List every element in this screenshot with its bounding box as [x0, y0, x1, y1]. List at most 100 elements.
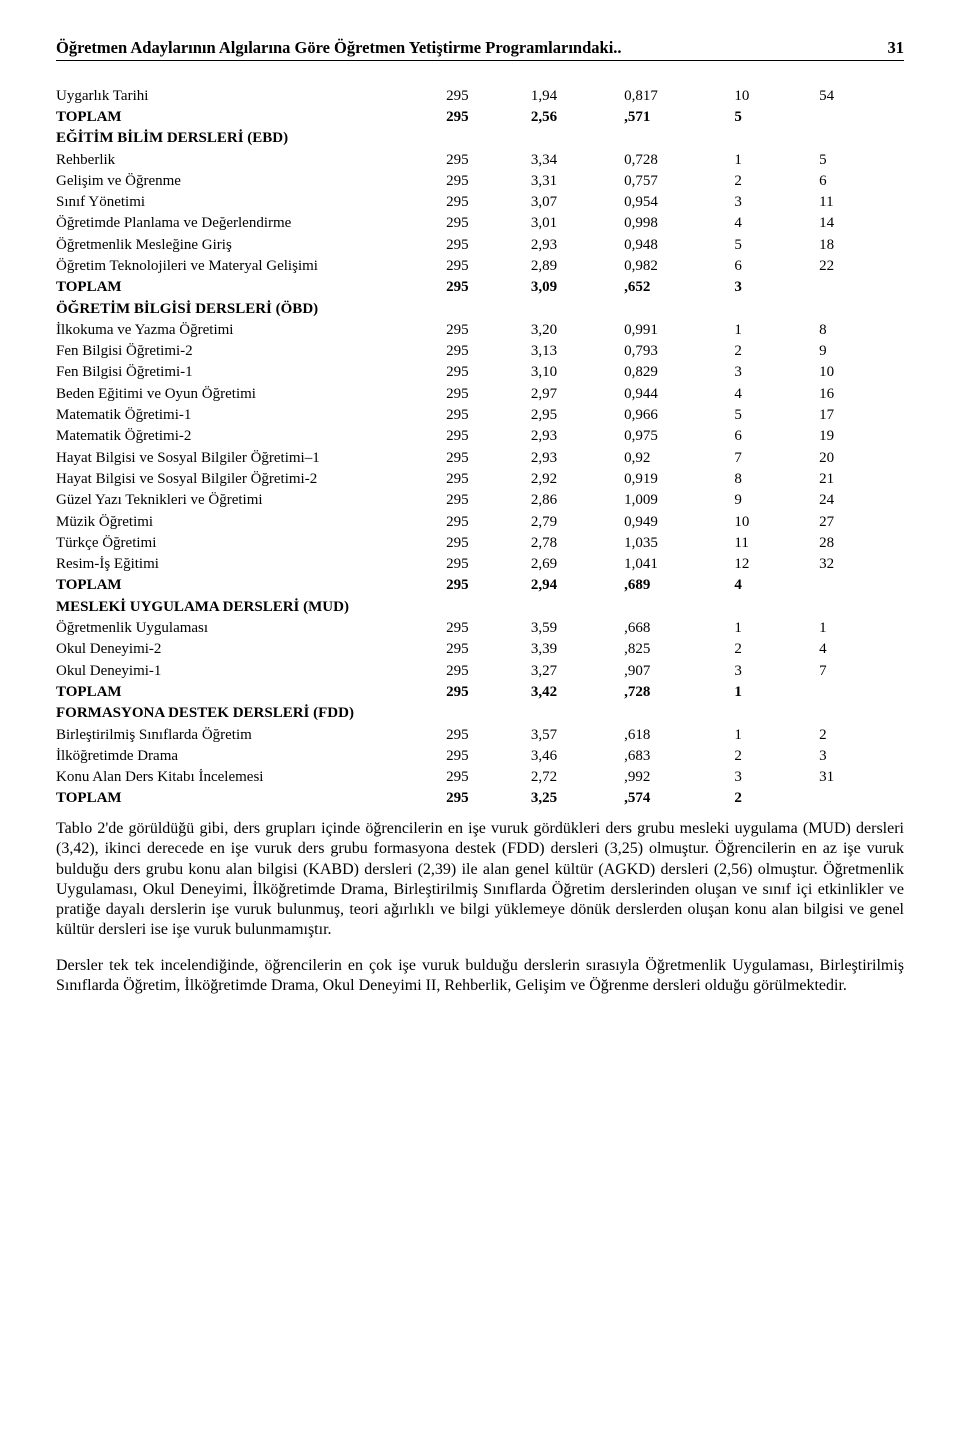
paragraph-2: Dersler tek tek incelendiğinde, öğrencil… — [56, 956, 904, 996]
cell-r2: 54 — [819, 85, 904, 106]
cell-r2: 19 — [819, 426, 904, 447]
cell-label: Okul Deneyimi-2 — [56, 639, 446, 660]
cell-n: 295 — [446, 767, 531, 788]
table-row: Öğretim Teknolojileri ve Materyal Gelişi… — [56, 256, 904, 277]
cell-label: TOPLAM — [56, 788, 446, 809]
cell-r2: 14 — [819, 213, 904, 234]
cell-r1: 3 — [734, 660, 819, 681]
paragraph-1: Tablo 2'de görüldüğü gibi, ders grupları… — [56, 819, 904, 940]
cell-r2: 5 — [819, 149, 904, 170]
cell-sd: 0,728 — [624, 149, 734, 170]
table-row: Müzik Öğretimi2952,790,9491027 — [56, 511, 904, 532]
cell-r2: 7 — [819, 660, 904, 681]
cell-r1: 3 — [734, 362, 819, 383]
cell-n: 295 — [446, 745, 531, 766]
table-row: Güzel Yazı Teknikleri ve Öğretimi2952,86… — [56, 490, 904, 511]
cell-mean: 2,86 — [531, 490, 624, 511]
cell-sd: ,689 — [624, 575, 734, 596]
table-row: Gelişim ve Öğrenme2953,310,75726 — [56, 170, 904, 191]
table-row: Öğretmenlik Mesleğine Giriş2952,930,9485… — [56, 234, 904, 255]
cell-r1: 5 — [734, 234, 819, 255]
cell-sd: ,992 — [624, 767, 734, 788]
cell-n: 295 — [446, 405, 531, 426]
cell-r2: 32 — [819, 554, 904, 575]
cell-mean: 2,89 — [531, 256, 624, 277]
cell-r1: 4 — [734, 213, 819, 234]
cell-r1: 12 — [734, 554, 819, 575]
cell-label: Rehberlik — [56, 149, 446, 170]
cell-n: 295 — [446, 341, 531, 362]
cell-label: TOPLAM — [56, 277, 446, 298]
table-row: Hayat Bilgisi ve Sosyal Bilgiler Öğretim… — [56, 447, 904, 468]
cell-mean: 2,94 — [531, 575, 624, 596]
cell-mean: 3,10 — [531, 362, 624, 383]
cell-mean: 3,07 — [531, 192, 624, 213]
cell-r1: 1 — [734, 618, 819, 639]
cell-n: 295 — [446, 106, 531, 127]
cell-label: Öğretmenlik Uygulaması — [56, 618, 446, 639]
cell-sd: 0,998 — [624, 213, 734, 234]
cell-n: 295 — [446, 788, 531, 809]
page-number: 31 — [888, 38, 905, 58]
cell-label: Okul Deneyimi-1 — [56, 660, 446, 681]
table-row: TOPLAM2952,56,5715 — [56, 106, 904, 127]
cell-r2: 2 — [819, 724, 904, 745]
table-row: FORMASYONA DESTEK DERSLERİ (FDD) — [56, 703, 904, 724]
table-row: EĞİTİM BİLİM DERSLERİ (EBD) — [56, 128, 904, 149]
cell-sd: ,907 — [624, 660, 734, 681]
cell-mean: 3,39 — [531, 639, 624, 660]
cell-label: Fen Bilgisi Öğretimi-1 — [56, 362, 446, 383]
cell-r1: 5 — [734, 106, 819, 127]
cell-n: 295 — [446, 426, 531, 447]
cell-n: 295 — [446, 85, 531, 106]
table-row: Fen Bilgisi Öğretimi-22953,130,79329 — [56, 341, 904, 362]
table-row: Beden Eğitimi ve Oyun Öğretimi2952,970,9… — [56, 383, 904, 404]
cell-n: 295 — [446, 362, 531, 383]
cell-r1: 9 — [734, 490, 819, 511]
cell-r1: 10 — [734, 85, 819, 106]
cell-n: 295 — [446, 724, 531, 745]
cell-r1: 3 — [734, 767, 819, 788]
cell-r2: 3 — [819, 745, 904, 766]
table-row: Matematik Öğretimi-22952,930,975619 — [56, 426, 904, 447]
cell-mean: 2,69 — [531, 554, 624, 575]
cell-r2: 31 — [819, 767, 904, 788]
cell-n: 295 — [446, 149, 531, 170]
cell-label: TOPLAM — [56, 106, 446, 127]
cell-r1: 1 — [734, 724, 819, 745]
section-label: EĞİTİM BİLİM DERSLERİ (EBD) — [56, 128, 904, 149]
cell-r1: 1 — [734, 681, 819, 702]
cell-label: Öğretimde Planlama ve Değerlendirme — [56, 213, 446, 234]
cell-mean: 2,97 — [531, 383, 624, 404]
cell-r1: 1 — [734, 319, 819, 340]
table-row: Hayat Bilgisi ve Sosyal Bilgiler Öğretim… — [56, 468, 904, 489]
cell-r1: 1 — [734, 149, 819, 170]
cell-mean: 3,59 — [531, 618, 624, 639]
cell-n: 295 — [446, 213, 531, 234]
cell-label: Fen Bilgisi Öğretimi-2 — [56, 341, 446, 362]
cell-sd: ,652 — [624, 277, 734, 298]
cell-sd: ,825 — [624, 639, 734, 660]
cell-n: 295 — [446, 511, 531, 532]
cell-sd: 0,982 — [624, 256, 734, 277]
cell-n: 295 — [446, 575, 531, 596]
cell-sd: 1,009 — [624, 490, 734, 511]
cell-r2 — [819, 681, 904, 702]
table-row: Öğretimde Planlama ve Değerlendirme2953,… — [56, 213, 904, 234]
cell-mean: 2,79 — [531, 511, 624, 532]
table-row: Uygarlık Tarihi2951,940,8171054 — [56, 85, 904, 106]
cell-sd: 0,919 — [624, 468, 734, 489]
cell-sd: ,668 — [624, 618, 734, 639]
table-row: TOPLAM2953,25,5742 — [56, 788, 904, 809]
cell-r1: 2 — [734, 745, 819, 766]
table-row: Matematik Öğretimi-12952,950,966517 — [56, 405, 904, 426]
cell-sd: 0,948 — [624, 234, 734, 255]
cell-sd: 0,793 — [624, 341, 734, 362]
cell-n: 295 — [446, 383, 531, 404]
cell-r1: 5 — [734, 405, 819, 426]
cell-label: Matematik Öğretimi-2 — [56, 426, 446, 447]
table-row: ÖĞRETİM BİLGİSİ DERSLERİ (ÖBD) — [56, 298, 904, 319]
cell-r2 — [819, 106, 904, 127]
cell-n: 295 — [446, 490, 531, 511]
cell-sd: 1,035 — [624, 532, 734, 553]
